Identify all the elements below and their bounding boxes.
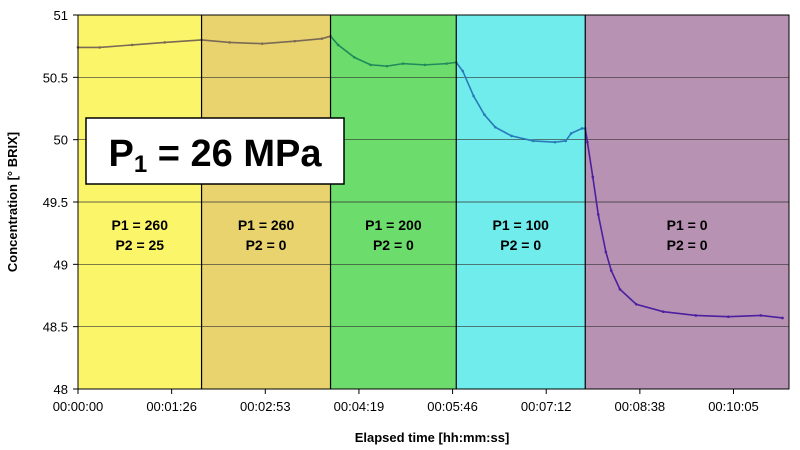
svg-text:P1 = 26 MPa: P1 = 26 MPa xyxy=(109,133,323,178)
data-point xyxy=(385,64,389,68)
data-point xyxy=(604,250,608,254)
data-point xyxy=(609,269,613,272)
region-label-p1: P1 = 200 xyxy=(365,217,422,233)
data-point xyxy=(472,94,475,98)
region-label-p1: P1 = 260 xyxy=(112,217,169,233)
data-point xyxy=(634,302,638,306)
y-tick-label: 49.5 xyxy=(43,195,68,210)
x-tick-label: 00:04:19 xyxy=(334,399,385,414)
annotation-rest: = 26 MPa xyxy=(147,133,322,175)
data-point xyxy=(493,125,497,129)
data-point xyxy=(130,43,134,47)
data-point xyxy=(661,310,665,314)
data-point xyxy=(553,140,557,144)
y-tick-label: 51 xyxy=(54,8,68,23)
x-tick-label: 00:10:05 xyxy=(708,399,759,414)
data-point xyxy=(564,139,568,143)
x-tick-label: 00:05:46 xyxy=(427,399,478,414)
y-tick-label: 48 xyxy=(54,382,68,397)
data-point xyxy=(401,62,405,65)
x-tick-label: 00:07:12 xyxy=(521,399,572,414)
data-point xyxy=(596,213,600,216)
region-label-p2: P2 = 0 xyxy=(500,237,541,253)
data-point xyxy=(445,62,448,65)
data-point xyxy=(569,132,573,135)
series-line-segment-1 xyxy=(201,35,331,45)
data-point xyxy=(580,127,584,130)
x-tick-label: 00:00:00 xyxy=(53,399,104,414)
y-tick-label: 50.5 xyxy=(43,70,68,85)
data-point xyxy=(531,139,535,143)
region-label-p2: P2 = 25 xyxy=(115,237,164,253)
plot-frame xyxy=(77,14,790,390)
data-point xyxy=(293,39,297,43)
data-point xyxy=(483,113,486,117)
region-label-p1: P1 = 260 xyxy=(238,217,295,233)
x-axis-label: Elapsed time [hh:mm:ss] xyxy=(355,430,510,445)
data-point xyxy=(320,37,324,40)
x-tick-label: 00:01:26 xyxy=(146,399,197,414)
annotation-box: P1 = 26 MPa xyxy=(85,117,345,185)
data-point xyxy=(98,46,101,49)
data-point xyxy=(461,69,465,73)
region-label-p1: P1 = 0 xyxy=(667,217,708,233)
region-label-p2: P2 = 0 xyxy=(667,237,708,253)
data-point xyxy=(694,314,698,317)
data-point xyxy=(163,41,167,44)
annotation-main: P xyxy=(109,133,134,175)
annotation-sub: 1 xyxy=(134,151,147,178)
x-tick-label: 00:02:53 xyxy=(240,399,291,414)
data-point xyxy=(759,314,763,317)
region-label-p2: P2 = 0 xyxy=(373,237,414,253)
data-point xyxy=(510,134,513,138)
y-tick-label: 49 xyxy=(54,257,68,272)
data-point xyxy=(781,316,784,320)
data-point xyxy=(727,315,730,318)
y-axis-label: Concentration [° BRIX] xyxy=(5,132,20,272)
data-point xyxy=(618,287,622,291)
x-tick-label: 00:08:38 xyxy=(615,399,666,414)
data-point xyxy=(228,41,232,44)
y-tick-label: 48.5 xyxy=(43,320,68,335)
data-point xyxy=(260,42,264,45)
region-label-p1: P1 = 100 xyxy=(493,217,550,233)
series-line-segment-3 xyxy=(455,61,586,143)
data-point xyxy=(353,56,356,59)
data-point xyxy=(586,140,589,144)
data-point xyxy=(369,63,372,67)
region-label-p2: P2 = 0 xyxy=(246,237,287,253)
data-point xyxy=(336,43,340,47)
y-tick-label: 50 xyxy=(54,133,68,148)
data-point xyxy=(591,175,595,179)
data-point xyxy=(423,63,427,67)
